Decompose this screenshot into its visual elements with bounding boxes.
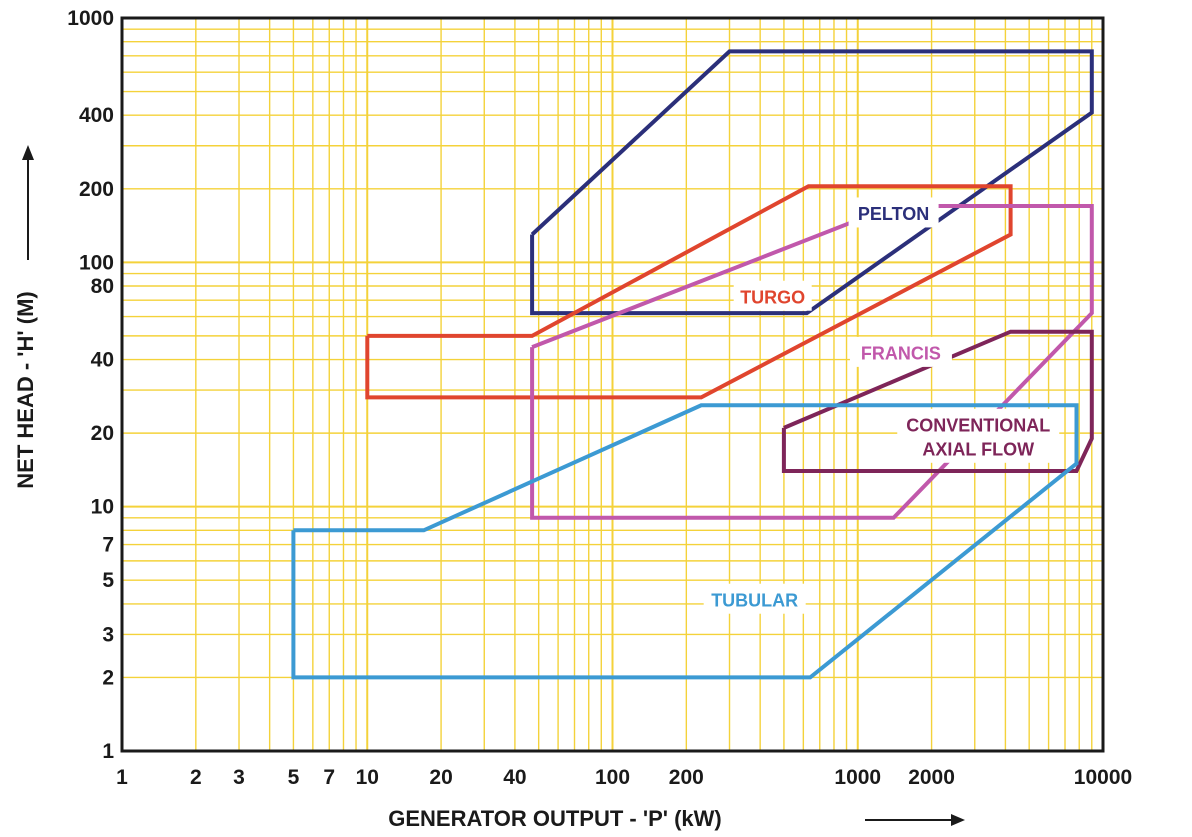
x-tick-label: 5 (288, 766, 300, 789)
region-conventional-axial-flow (781, 329, 1094, 473)
region-label-tubular: TUBULAR (711, 590, 798, 610)
y-axis-arrow (22, 145, 34, 260)
y-tick-label: 40 (91, 349, 114, 372)
region-label-bg-pelton (848, 197, 939, 228)
x-tick-label: 1000 (834, 766, 881, 789)
region-label-bg-conventional-axial-flow (897, 408, 1060, 463)
x-tick-label: 3 (233, 766, 245, 789)
y-tick-label: 400 (79, 104, 114, 127)
x-tick-label: 20 (429, 766, 452, 789)
region-label-francis: FRANCIS (861, 344, 941, 364)
y-tick-label: 200 (79, 178, 114, 201)
region-labels: PELTON TURGO FRANCIS CONVENTIONAL AXIAL FLOW… (703, 197, 1060, 614)
y-tick-label: 3 (102, 623, 114, 646)
region-label-conventional-axial-flow: CONVENTIONAL AXIAL FLOW (906, 416, 1050, 460)
region-label-bg-tubular (703, 583, 806, 614)
x-tick-label: 7 (323, 766, 335, 789)
x-tick-label: 2000 (908, 766, 955, 789)
y-tick-label: 100 (79, 251, 114, 274)
y-tick-label: 20 (91, 422, 114, 445)
region-label-turgo: TURGO (740, 287, 805, 307)
x-tick-label: 1 (116, 766, 128, 789)
x-tick-label: 10 (356, 766, 379, 789)
x-tick-labels: 1 2 3 5 7 10 20 40 100 200 1000 2000 10000 (116, 766, 1132, 789)
x-tick-label: 2 (190, 766, 202, 789)
y-tick-label: 10 (91, 496, 114, 519)
region-pelton (530, 49, 1094, 316)
y-tick-label: 80 (91, 275, 114, 298)
region-label-bg-francis (849, 336, 952, 367)
x-axis-arrow (865, 814, 965, 826)
x-tick-label: 200 (669, 766, 704, 789)
region-label-bg-turgo (733, 280, 812, 311)
y-tick-label: 7 (102, 534, 114, 557)
x-tick-label: 40 (503, 766, 526, 789)
region-tubular (291, 403, 1079, 680)
x-axis-title: GENERATOR OUTPUT - 'P' (kW) (388, 806, 722, 831)
x-tick-label: 10000 (1074, 766, 1132, 789)
region-label-pelton: PELTON (858, 204, 929, 224)
x-tick-label: 100 (595, 766, 630, 789)
y-tick-label: 1000 (67, 7, 114, 30)
y-tick-label: 5 (102, 569, 114, 592)
plot-frame (120, 16, 1105, 753)
y-axis-title: NET HEAD - 'H' (M) (13, 291, 38, 488)
y-tick-label: 2 (102, 666, 114, 689)
region-turgo (365, 184, 1013, 400)
y-tick-label: 1 (102, 740, 114, 763)
